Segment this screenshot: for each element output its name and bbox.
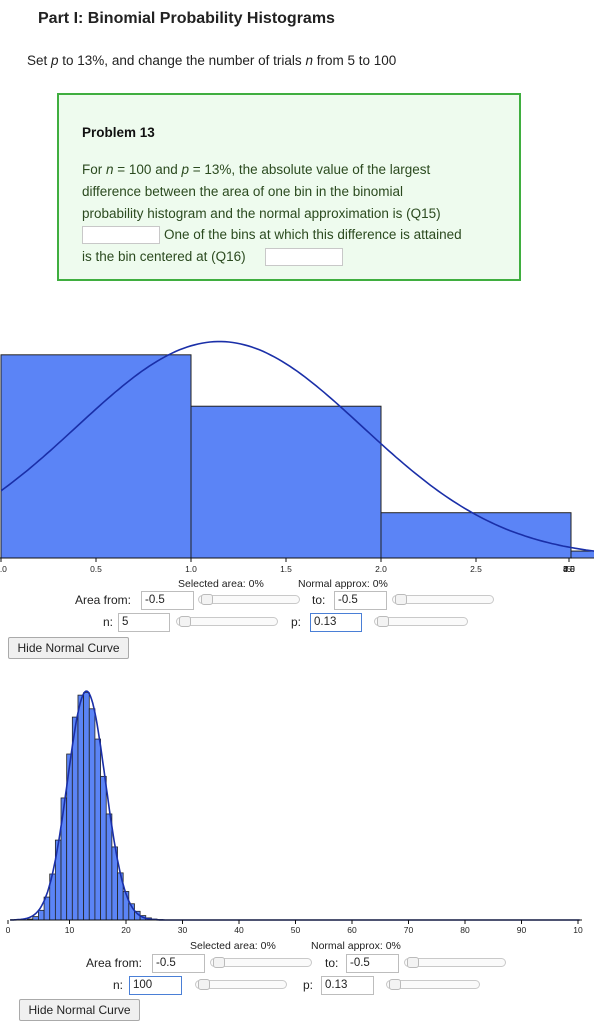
histogram-bar — [38, 909, 45, 921]
problem-title: Problem 13 — [82, 125, 155, 140]
to-label: to: — [312, 593, 326, 607]
histogram-bar — [0, 354, 192, 559]
slider-thumb[interactable] — [389, 979, 401, 990]
histogram-bar — [77, 694, 85, 921]
n-input[interactable]: 5 — [118, 613, 170, 632]
to-slider[interactable] — [392, 594, 494, 605]
normal-approx-text: Normal approx: 0% — [311, 940, 401, 952]
problem-line-5: is the bin centered at (Q16) — [82, 249, 246, 264]
problem-line-4: One of the bins at which this difference… — [164, 227, 462, 242]
histogram-bar — [83, 692, 90, 921]
x-tick-label: 50 — [291, 925, 301, 935]
x-tick-label: 5.0 — [563, 564, 575, 574]
problem-box: Problem 13 For n = 100 and p = 13%, the … — [57, 93, 521, 281]
area-from-label: Area from: — [86, 956, 143, 970]
p-slider[interactable] — [374, 616, 468, 627]
n-slider[interactable] — [195, 979, 287, 990]
p-input[interactable]: 0.13 — [321, 976, 374, 995]
x-tick-label: 1.5 — [280, 564, 292, 574]
histogram-bar — [71, 716, 79, 921]
page-title: Part I: Binomial Probability Histograms — [38, 10, 335, 27]
x-tick-label: 4.5 — [563, 564, 575, 574]
q15-answer-input[interactable] — [82, 226, 160, 244]
problem-line-1: For n = 100 and p = 13%, the absolute va… — [82, 162, 431, 177]
histogram-bar — [105, 813, 113, 921]
x-tick-label: 30 — [178, 925, 188, 935]
hide-normal-curve-button[interactable]: Hide Normal Curve — [19, 999, 140, 1021]
histogram-bar — [570, 550, 594, 559]
n-label: n: — [113, 978, 124, 992]
histogram-chart-1[interactable]: -0.50.00.51.01.52.02.53.03.54.04.55.05 — [0, 296, 594, 578]
area-from-input[interactable]: -0.5 — [152, 954, 205, 973]
slider-thumb[interactable] — [377, 616, 389, 627]
histogram-chart-2[interactable]: 0 10 20 30 40 50 60 70 80 90 10 — [0, 665, 594, 940]
p-input[interactable]: 0.13 — [310, 613, 362, 632]
selected-area-text: Selected area: 0% — [178, 578, 264, 590]
to-label: to: — [325, 956, 339, 970]
to-input[interactable]: -0.5 — [334, 591, 387, 610]
slider-thumb[interactable] — [213, 957, 225, 968]
slider-thumb[interactable] — [201, 594, 213, 605]
n-input[interactable]: 100 — [129, 976, 182, 995]
histogram-bar — [32, 916, 39, 921]
x-tick-label: 70 — [404, 925, 414, 935]
n-label: n: — [103, 615, 114, 629]
slider-thumb[interactable] — [179, 616, 191, 627]
p-slider[interactable] — [386, 979, 480, 990]
x-tick-label: 3.0 — [563, 564, 575, 574]
selected-area-text: Selected area: 0% — [190, 940, 276, 952]
n-slider[interactable] — [176, 616, 278, 627]
area-from-label: Area from: — [75, 593, 132, 607]
slider-thumb[interactable] — [407, 957, 419, 968]
x-tick-label: 40 — [234, 925, 244, 935]
histogram-bar — [88, 708, 96, 921]
q16-answer-input[interactable] — [265, 248, 343, 266]
x-tick-label: 0 — [6, 925, 11, 935]
normal-approx-text: Normal approx: 0% — [298, 578, 388, 590]
x-tick-label: 2.5 — [470, 564, 482, 574]
x-tick-label: 5 — [567, 564, 572, 574]
x-tick-label: 90 — [517, 925, 527, 935]
histogram-bar — [380, 512, 572, 559]
problem-line-3: probability histogram and the normal app… — [82, 206, 441, 221]
x-tick-label: 4.0 — [563, 564, 575, 574]
x-tick-label: 0.0 — [0, 564, 7, 574]
x-tick-label: 3.5 — [563, 564, 575, 574]
x-tick-label: 20 — [121, 925, 131, 935]
histogram-bar — [100, 775, 107, 921]
hide-normal-curve-button[interactable]: Hide Normal Curve — [8, 637, 129, 659]
x-tick-label: 1.0 — [185, 564, 197, 574]
x-tick-label: 10 — [65, 925, 75, 935]
p-label: p: — [303, 978, 314, 992]
to-input[interactable]: -0.5 — [346, 954, 399, 973]
area-from-input[interactable]: -0.5 — [141, 591, 194, 610]
area-from-slider[interactable] — [198, 594, 300, 605]
slider-thumb[interactable] — [395, 594, 407, 605]
normal-curve — [0, 340, 594, 552]
x-tick-label: 60 — [347, 925, 357, 935]
histogram-bar — [94, 738, 101, 921]
histogram-bar — [190, 405, 382, 559]
x-tick-label: 80 — [460, 925, 470, 935]
x-tick-label: 2.0 — [375, 564, 387, 574]
problem-line-2: difference between the area of one bin i… — [82, 184, 403, 199]
instructions: Set p to 13%, and change the number of t… — [27, 53, 397, 68]
x-tick-label: 10 — [573, 925, 583, 935]
area-from-slider[interactable] — [210, 957, 312, 968]
p-label: p: — [291, 615, 302, 629]
x-tick-label: 0.5 — [90, 564, 102, 574]
slider-thumb[interactable] — [198, 979, 210, 990]
to-slider[interactable] — [404, 957, 506, 968]
